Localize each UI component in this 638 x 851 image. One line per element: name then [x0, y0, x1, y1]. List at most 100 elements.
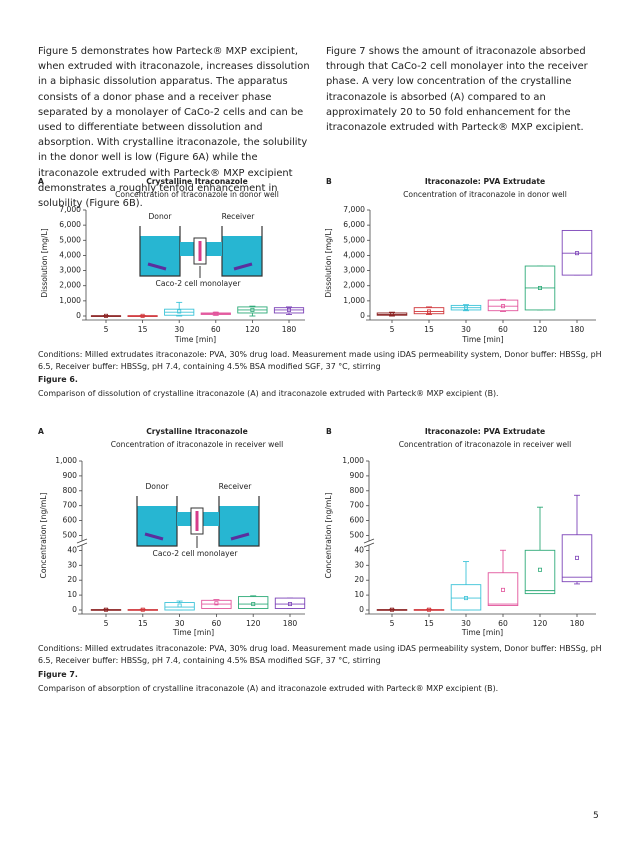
- y-axis-title: Dissolution [mg/L]: [324, 228, 333, 297]
- stir-bar: [230, 532, 250, 541]
- x-tick-label: 60: [498, 619, 508, 628]
- mean-marker: [140, 313, 145, 318]
- inset-diagram: Donor Receiver Caco-2 cell monolayer: [139, 212, 263, 288]
- y-tick-label: 7,000: [59, 205, 81, 214]
- x-tick-label: 30: [175, 619, 185, 628]
- x-tick-label: 30: [174, 325, 184, 334]
- mean-marker: [250, 307, 255, 312]
- y-tick-label: 700: [63, 501, 78, 510]
- x-axis-title: Time [min]: [172, 628, 214, 637]
- y-tick-label: 1,000: [343, 296, 365, 305]
- mean-marker: [426, 309, 431, 314]
- chart-subtitle: Concentration of itraconazole in receive…: [399, 440, 572, 449]
- beaker-liquid: [140, 236, 180, 276]
- y-tick-label: 3,000: [59, 266, 81, 275]
- mean-marker: [426, 607, 431, 612]
- figure-caption: Comparison of dissolution of crystalline…: [38, 389, 499, 398]
- mean-marker: [463, 305, 468, 310]
- box: [487, 299, 519, 312]
- y-tick-label: 500: [63, 531, 78, 540]
- y-axis-title: Dissolution [mg/L]: [40, 228, 49, 297]
- x-tick-label: 30: [461, 325, 471, 334]
- chart-title: Crystalline Itraconazole: [146, 427, 248, 436]
- figure-label: Figure 6.: [38, 375, 78, 384]
- box: [164, 602, 195, 611]
- x-tick-label: 15: [138, 619, 148, 628]
- diagram-label: Receiver: [219, 482, 253, 491]
- diagram-label: Receiver: [222, 212, 256, 221]
- y-tick-label: 4,000: [343, 250, 365, 259]
- chart-subtitle: Concentration of itraconazole in donor w…: [115, 190, 279, 199]
- y-tick-label: 40: [354, 545, 364, 554]
- y-tick-label: 2,000: [343, 281, 365, 290]
- page-number: 5: [593, 811, 599, 821]
- x-tick-label: 15: [424, 325, 434, 334]
- y-tick-label: 500: [350, 531, 365, 540]
- y-tick-label: 0: [76, 311, 81, 320]
- chart-title: Itraconazole: PVA Extrudate: [425, 177, 545, 186]
- mean-marker: [538, 285, 543, 290]
- chart-subtitle: Concentration of itraconazole in receive…: [111, 440, 284, 449]
- mean-marker: [286, 307, 291, 312]
- paragraph: Figure 7 shows the amount of itraconazol…: [326, 46, 588, 134]
- y-tick-label: 700: [350, 501, 365, 510]
- y-tick-label: 30: [354, 560, 364, 569]
- y-tick-label: 0: [72, 605, 77, 614]
- y-tick-label: 3,000: [343, 266, 365, 275]
- y-tick-label: 6,000: [59, 220, 81, 229]
- x-axis-title: Time [min]: [461, 628, 503, 637]
- y-tick-label: 800: [63, 486, 78, 495]
- x-axis-title: Time [min]: [174, 335, 216, 344]
- beaker-liquid: [137, 506, 177, 546]
- x-tick-label: 5: [104, 325, 109, 334]
- mean-marker: [104, 313, 109, 318]
- stir-bar: [144, 532, 164, 541]
- y-tick-label: 7,000: [343, 205, 365, 214]
- y-tick-label: 4,000: [59, 250, 81, 259]
- box: [524, 549, 556, 595]
- mean-marker: [177, 603, 182, 608]
- x-tick-label: 120: [533, 325, 548, 334]
- diagram-label: Caco-2 cell monolayer: [156, 279, 242, 288]
- axis-break: [76, 538, 88, 544]
- x-tick-label: 5: [390, 619, 395, 628]
- axis-break-gap: [365, 540, 373, 545]
- y-tick-label: 600: [63, 516, 78, 525]
- y-tick-label: 0: [360, 311, 365, 320]
- x-tick-label: 5: [104, 619, 109, 628]
- x-tick-label: 60: [498, 325, 508, 334]
- x-tick-label: 120: [245, 325, 260, 334]
- mean-marker: [389, 607, 394, 612]
- mean-marker: [251, 602, 256, 607]
- axis-break: [363, 538, 375, 544]
- box: [413, 307, 445, 315]
- mean-marker: [575, 555, 580, 560]
- x-tick-label: 120: [533, 619, 548, 628]
- y-tick-label: 600: [350, 516, 365, 525]
- y-tick-label: 20: [354, 575, 364, 584]
- box: [487, 572, 519, 606]
- mean-marker: [213, 311, 218, 316]
- y-tick-label: 6,000: [343, 220, 365, 229]
- x-tick-label: 60: [211, 325, 221, 334]
- mean-marker: [575, 251, 580, 256]
- mean-marker: [140, 607, 145, 612]
- mean-marker: [389, 312, 394, 317]
- x-tick-label: 30: [461, 619, 471, 628]
- x-tick-label: 120: [246, 619, 261, 628]
- stir-bar: [147, 262, 167, 271]
- axis-break: [76, 542, 88, 548]
- y-tick-label: 40: [67, 545, 77, 554]
- axis-break: [363, 542, 375, 548]
- stir-bar: [233, 262, 253, 271]
- chart-title: Crystalline Itraconazole: [146, 177, 248, 186]
- figure-label: Figure 7.: [38, 670, 78, 679]
- x-tick-label: 15: [138, 325, 148, 334]
- y-tick-label: 5,000: [343, 235, 365, 244]
- x-tick-label: 180: [282, 325, 297, 334]
- mean-marker: [463, 596, 468, 601]
- figure-conditions: Conditions: Milled extrudates itraconazo…: [38, 350, 602, 371]
- diagram-label: Donor: [148, 212, 172, 221]
